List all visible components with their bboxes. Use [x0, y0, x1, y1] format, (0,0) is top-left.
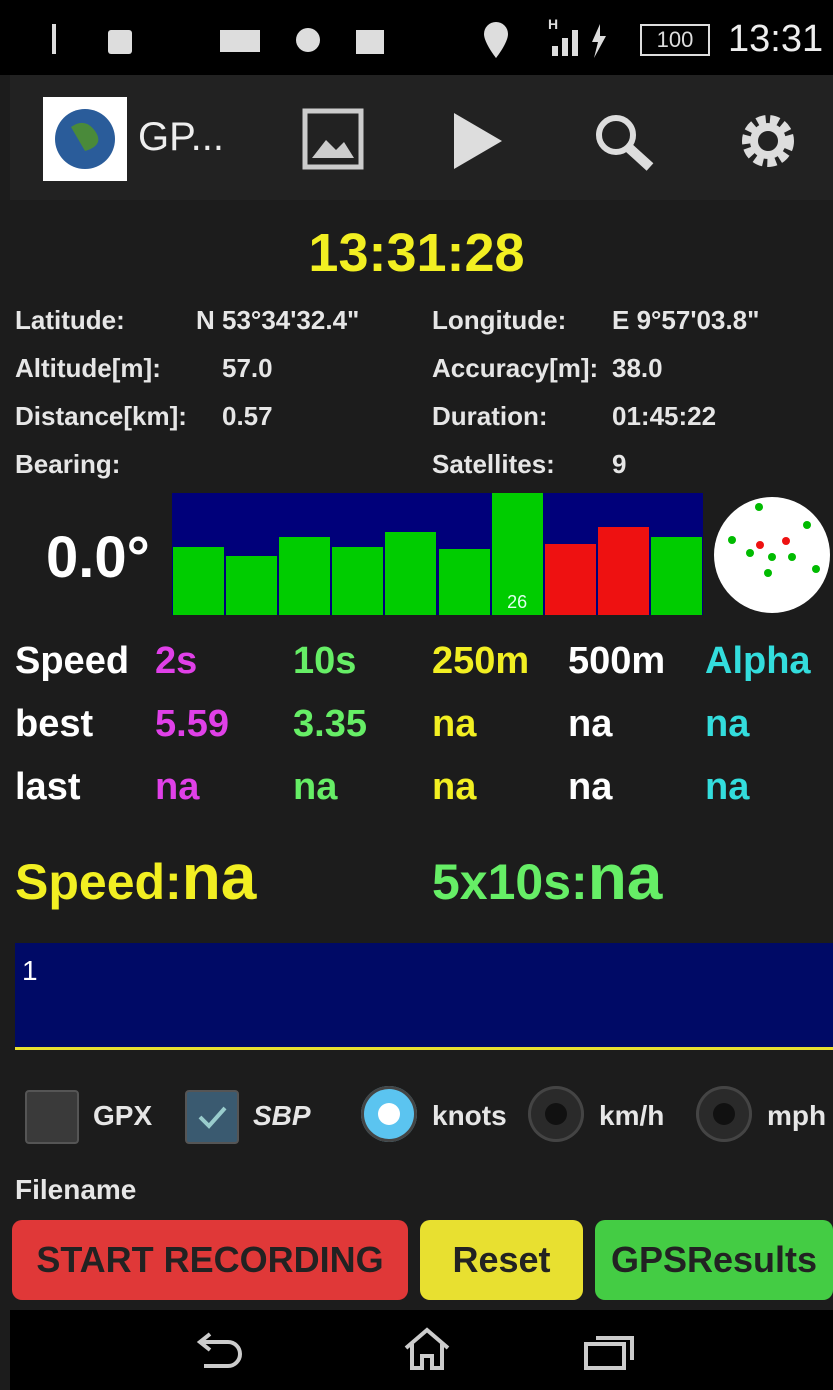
table-cell: na — [293, 766, 337, 809]
speed-value: na — [182, 841, 257, 913]
table-cell: na — [568, 703, 612, 746]
signal-bar — [385, 532, 436, 615]
table-header: Speed — [15, 640, 129, 683]
radio-dot — [545, 1103, 567, 1125]
play-button[interactable] — [450, 111, 506, 171]
table-header: 250m — [432, 640, 529, 683]
current-speed: Speed:na — [15, 840, 256, 914]
table-header: Alpha — [705, 640, 811, 683]
battery: 100 — [640, 24, 710, 56]
clock: 13:31:28 — [0, 222, 833, 284]
signal-bar: 26 — [492, 493, 543, 615]
status-bar: H 100 13:31 — [0, 0, 833, 75]
checkbox-label: GPX — [93, 1100, 152, 1132]
action-button[interactable]: Reset — [420, 1220, 583, 1300]
notification-icons — [40, 20, 400, 60]
checkbox[interactable] — [25, 1090, 79, 1144]
table-header: 500m — [568, 640, 665, 683]
sky-plot — [712, 495, 832, 615]
radio-button[interactable] — [361, 1086, 417, 1142]
app-title: GP... — [138, 115, 224, 160]
radio-label: knots — [432, 1100, 507, 1132]
info-label: Accuracy[m]: — [432, 353, 598, 384]
info-value: 0.57 — [222, 401, 273, 432]
back-button[interactable] — [190, 1332, 250, 1372]
image-button[interactable] — [302, 108, 364, 170]
table-cell: last — [15, 766, 80, 809]
table-header: 2s — [155, 640, 197, 683]
radio-button[interactable] — [528, 1086, 584, 1142]
nav-bar — [10, 1310, 833, 1390]
signal-bar — [173, 547, 224, 615]
info-value: 57.0 — [222, 353, 273, 384]
signal-chart: 26 — [172, 493, 703, 615]
bar-label: 26 — [492, 592, 543, 613]
signal-bar — [651, 537, 702, 615]
bearing: 0.0° — [46, 524, 150, 591]
signal-bar — [332, 547, 383, 615]
info-value: 9 — [612, 449, 626, 480]
info-value: 38.0 — [612, 353, 663, 384]
info-value: E 9°57'03.8" — [612, 305, 759, 336]
toolbar: GP... — [10, 75, 833, 200]
info-value: N 53°34'32.4" — [196, 305, 359, 336]
log-box[interactable]: 1 — [15, 943, 833, 1050]
checkbox[interactable] — [185, 1090, 239, 1144]
radio-dot — [713, 1103, 735, 1125]
info-value: 01:45:22 — [612, 401, 716, 432]
table-cell: na — [705, 703, 749, 746]
table-cell: na — [568, 766, 612, 809]
info-label: Longitude: — [432, 305, 566, 336]
avg-label: 5x10s: — [432, 854, 588, 910]
signal-icons — [480, 20, 610, 60]
signal-bar — [545, 544, 596, 615]
avg-value: na — [588, 841, 663, 913]
check-mark — [187, 1092, 237, 1142]
log-text: 1 — [22, 955, 38, 987]
table-cell: na — [155, 766, 199, 809]
home-button[interactable] — [402, 1326, 452, 1372]
average-speed: 5x10s:na — [432, 840, 662, 914]
signal-bar — [226, 556, 277, 615]
table-cell: 5.59 — [155, 703, 229, 746]
recents-button[interactable] — [582, 1332, 638, 1372]
signal-bar — [598, 527, 649, 615]
table-cell: 3.35 — [293, 703, 367, 746]
radio-dot — [378, 1103, 400, 1125]
app-icon[interactable] — [43, 97, 127, 181]
radio-button[interactable] — [696, 1086, 752, 1142]
filename-label: Filename — [15, 1174, 136, 1206]
speed-label: Speed: — [15, 854, 182, 910]
table-header: 10s — [293, 640, 356, 683]
status-time: 13:31 — [728, 18, 823, 61]
info-label: Duration: — [432, 401, 548, 432]
table-cell: na — [432, 703, 476, 746]
signal-bar — [279, 537, 330, 615]
network-type: H — [548, 16, 558, 32]
info-label: Altitude[m]: — [15, 353, 161, 384]
action-button[interactable]: GPSResults — [595, 1220, 833, 1300]
search-button[interactable] — [592, 111, 658, 173]
signal-bar — [439, 549, 490, 615]
table-cell: na — [705, 766, 749, 809]
info-label: Distance[km]: — [15, 401, 187, 432]
info-label: Latitude: — [15, 305, 125, 336]
checkbox-label: SBP — [253, 1100, 311, 1132]
app-screen: H 100 13:31 GP... 13:31:28 0.0° 26 Speed… — [0, 0, 833, 1390]
info-label: Bearing: — [15, 449, 120, 480]
radio-label: mph — [767, 1100, 826, 1132]
info-label: Satellites: — [432, 449, 555, 480]
settings-button[interactable] — [740, 113, 796, 169]
table-cell: na — [432, 766, 476, 809]
table-cell: best — [15, 703, 93, 746]
action-button[interactable]: START RECORDING — [12, 1220, 408, 1300]
radio-label: km/h — [599, 1100, 664, 1132]
